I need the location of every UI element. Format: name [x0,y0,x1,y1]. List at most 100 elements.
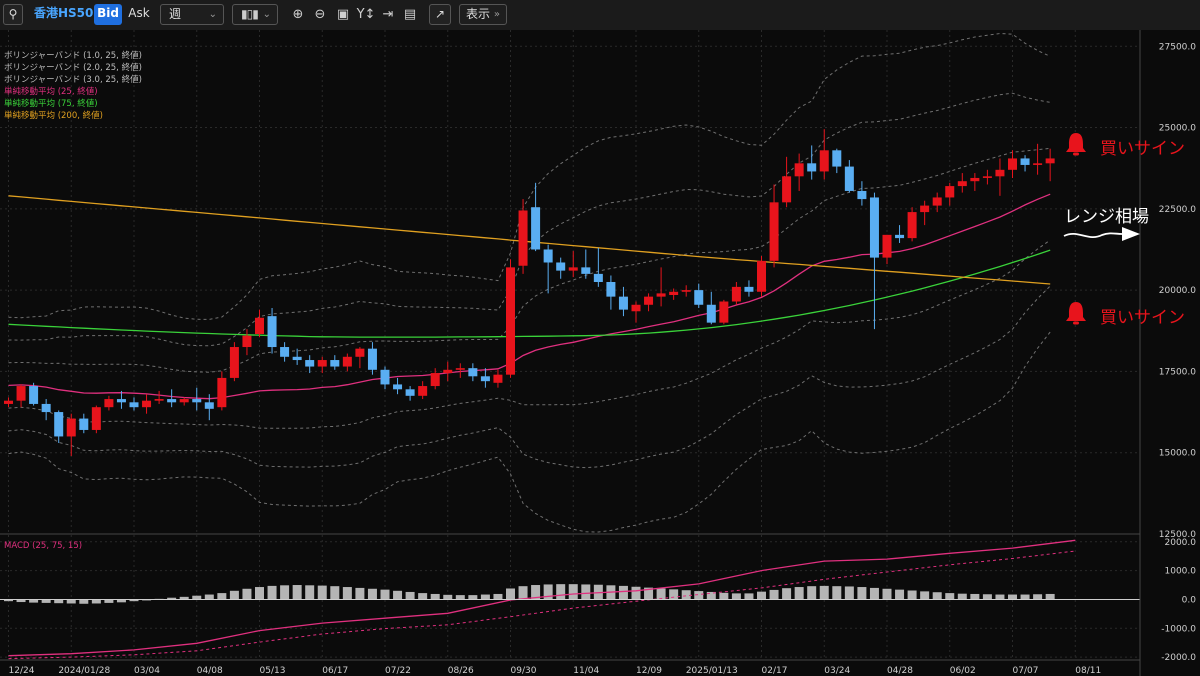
macd-histogram-bar [769,589,779,600]
macd-histogram-bar [493,593,503,600]
candle-body [506,267,515,375]
candle-body [882,234,892,258]
candle-body [832,150,842,167]
bollinger-upper-band [8,32,1051,320]
zoom-out-icon[interactable]: ⊖ [314,7,326,22]
candle-body [556,262,566,271]
macd-line [8,539,1076,657]
jump-latest-icon[interactable]: ⇥ [382,7,394,22]
candle-body [794,163,804,177]
bollinger-lower-band [8,331,1051,533]
candle-body [895,234,905,239]
x-axis-label: 05/13 [260,666,286,676]
candle-body [819,150,829,172]
candle-body [1008,158,1017,170]
macd-histogram-bar [4,599,13,602]
candle-body [568,267,578,271]
macd-axis-label: -1000.0 [1161,624,1196,634]
candle-body [757,260,766,292]
candle-body [656,293,666,297]
macd-histogram-bar [794,587,804,600]
candle-body [907,212,917,239]
candle-body [443,369,453,374]
macd-histogram-bar [907,590,917,600]
macd-histogram-bar [41,599,51,603]
macd-histogram-bar [807,586,817,600]
macd-histogram-bar [267,585,277,600]
macd-histogram-bar [644,587,654,600]
macd-histogram-bar [995,594,1005,600]
macd-histogram-bar [317,585,327,600]
macd-histogram-bar [1008,594,1017,600]
macd-histogram-bar [342,587,352,600]
candle-body [355,348,365,357]
candle-body [531,207,541,250]
candle-body [606,282,616,297]
candle-body [468,368,478,377]
chart-canvas[interactable]: 12500.0 15000.0 17500.0 20000.0 22500.0 25000… [0,30,1200,676]
report-icon[interactable]: ▤ [403,7,417,22]
macd-axis-label: 2000.0 [1165,538,1197,548]
macd-histogram-bar [857,587,867,600]
candle-body [995,169,1005,177]
scale-y-icon[interactable]: Y↕ [356,7,376,22]
y-axis-label: 27500.0 [1159,42,1196,52]
macd-histogram-bar [581,584,591,600]
x-axis-label: 06/17 [322,666,348,676]
candle-body [480,376,490,382]
range-arrow [1063,232,1123,239]
timeframe-select[interactable]: 週 ⌄ [160,4,224,25]
legend-item: ボリンジャーバンド (3.0, 25, 終値) [4,75,142,85]
macd-histogram-bar [882,588,892,600]
macd-histogram-bar [869,587,879,600]
x-axis-label: 03/24 [824,666,850,676]
macd-histogram-bar [1045,593,1055,600]
macd-histogram-bar [480,594,490,600]
candle-body [204,402,214,409]
x-axis-label: 07/22 [385,666,411,676]
ask-button[interactable]: Ask [128,6,150,20]
fit-screen-icon[interactable]: ▣ [336,7,350,22]
candle-body [142,400,152,408]
macd-histogram-bar [129,599,139,602]
candle-body [66,418,76,437]
macd-histogram-bar [443,594,453,600]
legend-item: 単純移動平均 (75, 終値) [4,99,98,109]
candle-body [731,286,741,302]
search-button[interactable]: ⚲ [3,4,23,25]
x-axis-label: 08/11 [1075,666,1101,676]
bollinger-upper-band [8,147,1051,373]
candle-body [618,296,628,310]
candle-body [91,407,101,430]
macd-histogram-bar [204,594,214,600]
display-menu[interactable]: 表示 » [459,4,507,25]
buy-signal-label: 買いサイン [1100,139,1185,159]
add-indicator-button[interactable]: ↗ [429,4,451,25]
bid-button[interactable]: Bid [94,4,122,25]
x-axis-label: 12/09 [636,666,662,676]
symbol-label[interactable]: 香港HS50 [34,6,94,20]
candle-body [970,177,980,182]
candle-body [418,386,428,396]
bell-icon [1066,133,1086,156]
macd-histogram-bar [54,599,64,604]
macd-histogram-bar [844,586,854,600]
macd-histogram-bar [819,585,829,600]
candle-body [380,369,390,385]
range-arrow-head [1122,227,1140,241]
buy-signal-label: 買いサイン [1100,308,1185,328]
macd-histogram-bar [895,589,905,600]
bollinger-lower-band [8,239,1051,429]
candle-body [305,360,315,367]
macd-axis-label: -2000.0 [1161,653,1196,663]
macd-histogram-bar [543,584,553,600]
candle-body [41,403,51,413]
candle-body [769,202,779,261]
macd-histogram-bar [229,590,239,600]
chart-type-select[interactable]: ▮▯▮ ⌄ [232,4,278,25]
chevron-down-icon: ⌄ [262,9,271,20]
candle-body [280,347,290,357]
candle-body [167,399,177,403]
zoom-in-icon[interactable]: ⊕ [292,7,304,22]
macd-histogram-bar [380,589,390,600]
